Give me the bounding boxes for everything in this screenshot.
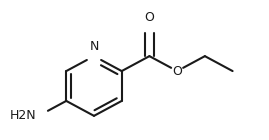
Text: N: N xyxy=(89,40,99,53)
Text: H2N: H2N xyxy=(10,109,36,122)
Text: O: O xyxy=(172,65,182,78)
Text: O: O xyxy=(144,11,154,24)
